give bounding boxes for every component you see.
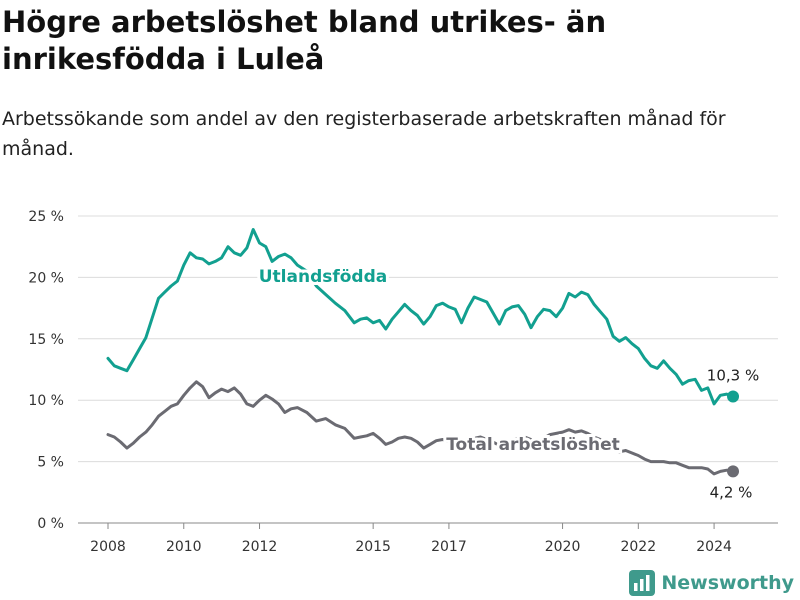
y-tick-label: 0 % <box>37 516 64 532</box>
series-line-utlandsfodda <box>106 228 735 406</box>
x-tick-label: 2020 <box>545 539 581 555</box>
series-end-point <box>727 465 740 478</box>
x-tick-label: 2022 <box>620 539 656 555</box>
end-value-label: 4,2 % <box>710 483 753 501</box>
x-tick-label: 2017 <box>431 539 467 555</box>
x-tick-label: 2012 <box>242 539 278 555</box>
end-value-label: 10,3 % <box>707 367 759 385</box>
chart-subtitle: Arbetssökande som andel av den registerb… <box>2 108 726 160</box>
y-tick-label: 5 % <box>37 455 64 471</box>
x-axis: 2008 2010 2012 2015 2017 2020 2022 2024 <box>78 522 778 555</box>
series-labels: Utlandsfödda Total arbetslöshet 10,3 % 4,2 … <box>256 264 762 504</box>
x-tick-label: 2024 <box>696 539 732 555</box>
x-tick-label: 2010 <box>166 539 202 555</box>
y-tick-label: 15 % <box>28 332 64 348</box>
brand-name: Newsworthy <box>661 572 794 594</box>
series-line-total <box>106 380 735 476</box>
y-tick-label: 20 % <box>28 270 64 286</box>
chart-title: Högre arbetslöshet bland utrikes- än inr… <box>2 5 607 76</box>
y-tick-label: 10 % <box>28 393 64 409</box>
x-tick-label: 2015 <box>355 539 391 555</box>
series-lines <box>106 228 740 478</box>
series-name-label: Total arbetslöshet <box>446 435 620 455</box>
newsworthy-logo-icon <box>629 570 656 596</box>
y-axis: 0 % 5 % 10 % 15 % 20 % 25 % <box>28 209 64 532</box>
series-name-label: Utlandsfödda <box>259 267 388 287</box>
brand-logo: Newsworthy <box>629 570 794 596</box>
series-end-point <box>727 390 740 403</box>
y-tick-label: 25 % <box>28 209 64 225</box>
x-tick-label: 2008 <box>90 539 126 555</box>
